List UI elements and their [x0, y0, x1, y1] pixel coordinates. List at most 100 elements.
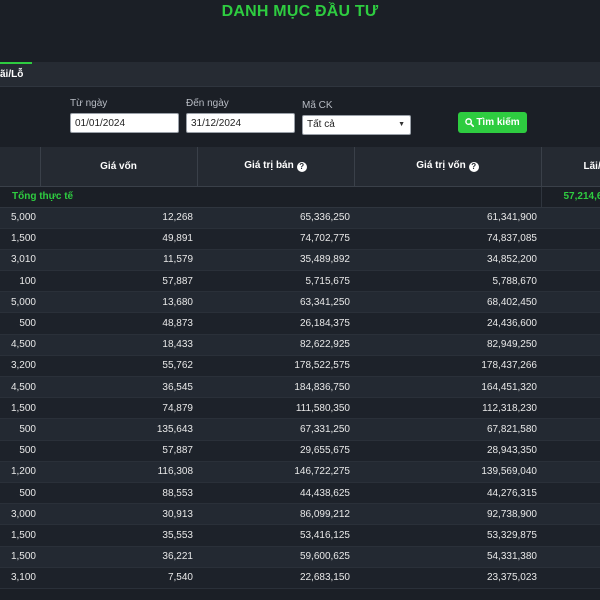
table-row[interactable]: 500 135,643 67,331,250 67,821,580: [0, 418, 600, 441]
table-row[interactable]: 1,200 116,308 146,722,275 139,569,040: [0, 461, 600, 483]
cell-sell-value: 82,622,925: [197, 334, 354, 356]
to-date-label: Đến ngày: [186, 98, 229, 109]
cell-cost-price: 116,308: [40, 461, 197, 483]
cell-cost-value: 74,837,085: [354, 228, 541, 250]
portfolio-table-container[interactable]: Giá vốn Giá trị bán? Giá trị vốn? Lãi/L …: [0, 147, 600, 600]
cell-sell-value: 29,655,675: [197, 440, 354, 462]
cell-cost-price: 7,540: [40, 567, 197, 589]
stock-code-label: Mã CK: [302, 100, 333, 111]
cell-cost-price: 55,762: [40, 355, 197, 378]
cell-profit-loss: [541, 270, 600, 293]
cell-cost-value: 67,821,580: [354, 418, 541, 441]
stock-code-select[interactable]: Tất cả ▼: [302, 115, 411, 135]
cell-cost-value: 44,276,315: [354, 482, 541, 505]
table-row[interactable]: 500 57,887 29,655,675 28,943,350: [0, 440, 600, 462]
cell-quantity: 500: [0, 440, 40, 462]
from-date-input[interactable]: [70, 113, 179, 133]
cell-profit-loss: [541, 376, 600, 399]
cell-cost-value: 68,402,450: [354, 291, 541, 314]
tab-strip: ãi/Lỗ: [0, 62, 600, 87]
table-row[interactable]: 3,010 11,579 35,489,892 34,852,200: [0, 249, 600, 272]
cell-cost-value: 164,451,320: [354, 376, 541, 399]
cell-sell-value: 146,722,275: [197, 461, 354, 483]
cell-sell-value: 44,438,625: [197, 482, 354, 505]
table-row[interactable]: 3,100 7,540 22,683,150 23,375,023: [0, 567, 600, 589]
cell-quantity: 500: [0, 482, 40, 505]
cell-cost-value: 53,329,875: [354, 524, 541, 547]
cell-profit-loss: [541, 355, 600, 378]
total-spacer: [354, 186, 542, 208]
cell-profit-loss: [541, 397, 600, 420]
cell-quantity: 3,100: [0, 567, 40, 589]
total-value: 57,214,6: [540, 186, 600, 208]
cell-sell-value: 22,683,150: [197, 567, 354, 589]
cell-sell-value: 53,416,125: [197, 524, 354, 547]
filter-bar: Từ ngày Đến ngày Mã CK Tất cả ▼ Tìm kiếm: [0, 87, 600, 147]
table-row[interactable]: 3,200 55,762 178,522,575 178,437,266: [0, 355, 600, 378]
total-row: Tổng thực tế 57,214,6: [0, 186, 600, 208]
chevron-down-icon: ▼: [398, 121, 405, 128]
cell-cost-price: 18,433: [40, 334, 197, 356]
table-body: Tổng thực tế 57,214,6 5,000 12,268 65,336,…: [0, 186, 600, 589]
cell-profit-loss: [541, 503, 600, 526]
cell-cost-value: 112,318,230: [354, 397, 541, 420]
page-title: DANH MỤC ĐẦU TƯ: [221, 3, 379, 20]
table-row[interactable]: 4,500 18,433 82,622,925 82,949,250: [0, 334, 600, 356]
cell-sell-value: 184,836,750: [197, 376, 354, 399]
column-header-profit-loss[interactable]: Lãi/L: [541, 147, 600, 187]
to-date-input[interactable]: [186, 113, 295, 133]
search-icon: [465, 118, 475, 127]
column-header-cost-value[interactable]: Giá trị vốn?: [354, 147, 542, 187]
column-header-cost-price[interactable]: Giá vốn: [40, 147, 198, 187]
table-row[interactable]: 500 48,873 26,184,375 24,436,600: [0, 312, 600, 335]
search-button-label: Tìm kiếm: [476, 117, 520, 128]
cell-cost-price: 35,553: [40, 524, 197, 547]
table-row[interactable]: 5,000 13,680 63,341,250 68,402,450: [0, 291, 600, 314]
table-row[interactable]: 500 88,553 44,438,625 44,276,315: [0, 482, 600, 505]
column-header-sell-value[interactable]: Giá trị bán?: [197, 147, 355, 187]
table-row[interactable]: 1,500 36,221 59,600,625 54,331,380: [0, 546, 600, 568]
cell-sell-value: 67,331,250: [197, 418, 354, 441]
cell-quantity: 3,000: [0, 503, 40, 526]
help-circle-icon[interactable]: ?: [296, 162, 307, 173]
cell-quantity: 5,000: [0, 291, 40, 314]
table-row[interactable]: 1,500 74,879 111,580,350 112,318,230: [0, 397, 600, 420]
cell-profit-loss: [541, 567, 600, 589]
cell-cost-price: 36,545: [40, 376, 197, 399]
column-header-quantity: [0, 147, 41, 187]
cell-quantity: 1,500: [0, 524, 40, 547]
column-header-label: Giá trị bán: [244, 160, 294, 172]
title-bar: DANH MỤC ĐẦU TƯ: [0, 0, 600, 62]
cell-cost-price: 135,643: [40, 418, 197, 441]
to-date-group: Đến ngày: [186, 98, 295, 133]
cell-cost-value: 92,738,900: [354, 503, 541, 526]
cell-cost-price: 48,873: [40, 312, 197, 335]
cell-profit-loss: [541, 207, 600, 229]
table-row[interactable]: 1,500 49,891 74,702,775 74,837,085: [0, 228, 600, 250]
table-row[interactable]: 100 57,887 5,715,675 5,788,670: [0, 270, 600, 293]
cell-sell-value: 74,702,775: [197, 228, 354, 250]
cell-quantity: 1,500: [0, 546, 40, 568]
cell-cost-price: 57,887: [40, 270, 197, 293]
table-row[interactable]: 4,500 36,545 184,836,750 164,451,320: [0, 376, 600, 399]
from-date-label: Từ ngày: [70, 98, 108, 109]
cell-cost-value: 34,852,200: [354, 249, 541, 272]
cell-profit-loss: [541, 418, 600, 441]
cell-cost-price: 13,680: [40, 291, 197, 314]
column-header-label: Giá trị vốn: [416, 160, 466, 172]
column-header-label: Lãi/L: [583, 160, 600, 172]
help-circle-icon[interactable]: ?: [468, 162, 479, 173]
cell-cost-price: 49,891: [40, 228, 197, 250]
cell-profit-loss: [541, 334, 600, 356]
tab-profit-loss[interactable]: ãi/Lỗ: [0, 62, 32, 87]
table-row[interactable]: 1,500 35,553 53,416,125 53,329,875: [0, 524, 600, 547]
cell-cost-price: 74,879: [40, 397, 197, 420]
column-header-label: Giá vốn: [100, 160, 137, 172]
table-header-row: Giá vốn Giá trị bán? Giá trị vốn? Lãi/L: [0, 147, 600, 187]
cell-sell-value: 65,336,250: [197, 207, 354, 229]
cell-quantity: 1,200: [0, 461, 40, 483]
table-row[interactable]: 3,000 30,913 86,099,212 92,738,900: [0, 503, 600, 526]
cell-quantity: 100: [0, 270, 40, 293]
table-row[interactable]: 5,000 12,268 65,336,250 61,341,900: [0, 207, 600, 229]
search-button[interactable]: Tìm kiếm: [458, 112, 527, 133]
